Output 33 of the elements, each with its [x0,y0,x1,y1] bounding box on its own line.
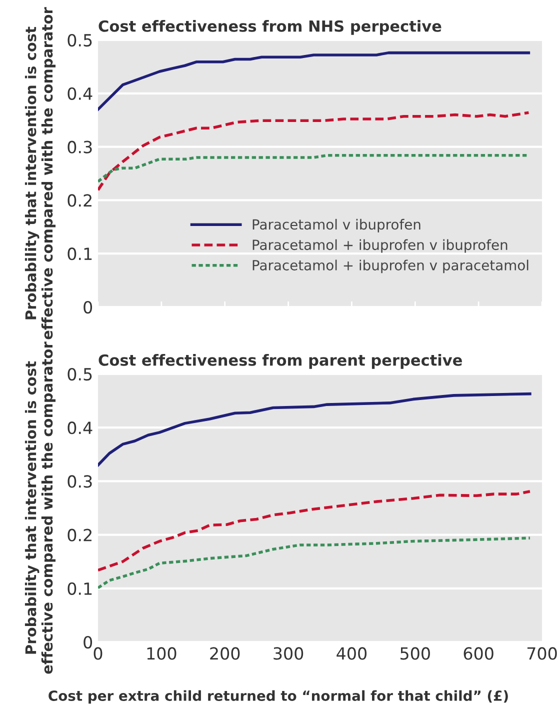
y-tick-label: 0.1 [68,582,92,595]
x-tick-label: 100 [147,647,176,660]
y-axis-title: Probability that intervention is cost effective compared with the comparator [24,342,56,674]
line-series [98,490,532,572]
x-tick-label: 200 [210,647,240,660]
x-tick-label: 0 [94,647,102,660]
x-tick-label: 500 [400,647,430,660]
y-tick-label: 0.4 [68,422,92,434]
y-tick-label: 0.2 [68,194,92,207]
y-tick-label: 0 [84,300,92,314]
y-tick-label: 0.3 [68,140,92,154]
x-axis-title: Cost per extra child returned to “normal for that child” (£) [48,690,508,704]
legend-label: Paracetamol v ibuprofen [252,218,420,232]
chart-title: Cost effectiveness from NHS perpective [98,20,442,35]
y-tick-label: 0 [84,636,92,649]
x-tick-label: 400 [336,647,367,660]
y-tick-label: 0.4 [68,87,92,100]
y-tick-label: 0.2 [68,528,92,542]
chart-title: Cost effectiveness from parent perpective [98,354,462,369]
line-series [98,51,530,111]
x-tick-label: 700 [527,647,557,660]
line-series [98,536,532,590]
y-tick-label: 0.5 [68,368,92,381]
y-tick-label: 0.3 [68,475,92,488]
x-tick-label: 600 [464,647,494,660]
y-tick-label: 0.1 [68,248,92,260]
legend-label: Paracetamol + ibuprofen v ibuprofen [252,239,508,253]
legend-label: Paracetamol + ibuprofen v paracetamol [252,260,528,274]
line-series [98,111,530,192]
x-tick-label: 300 [274,647,304,660]
line-series [98,392,532,467]
y-axis-title: Probability that intervention is cost effective compared with the comparator [24,7,56,340]
y-tick-label: 0.5 [68,34,92,47]
